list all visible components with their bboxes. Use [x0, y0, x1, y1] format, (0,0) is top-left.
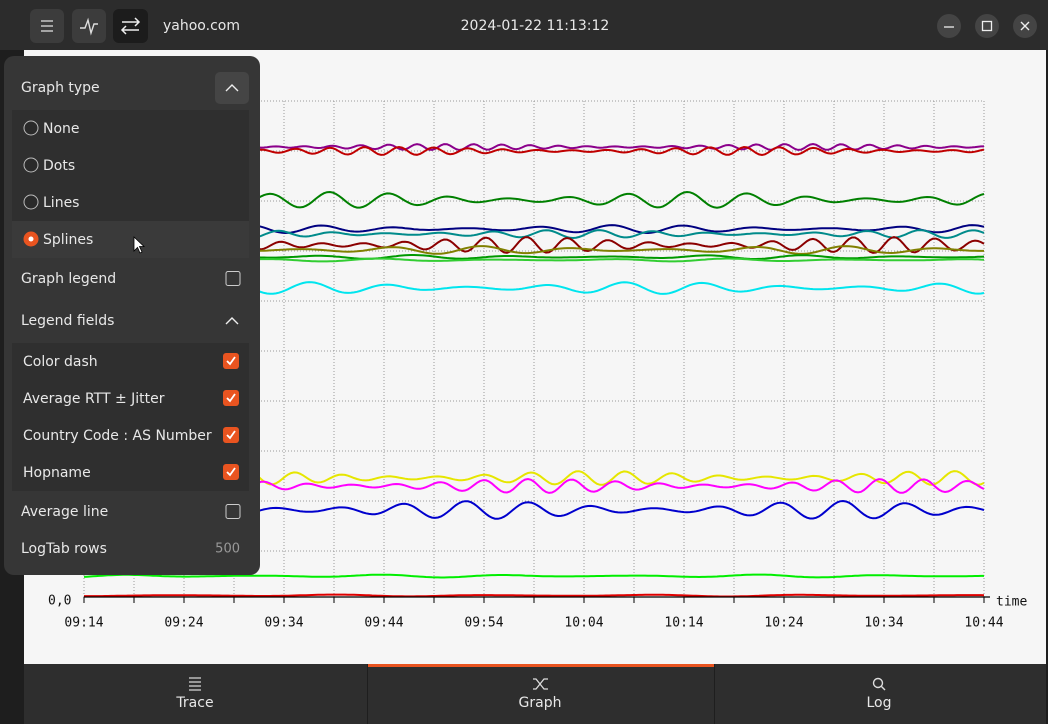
- header-bar: [0, 0, 1048, 50]
- x-tick-label: 10:34: [864, 616, 903, 631]
- x-tick-label: 09:24: [164, 616, 203, 631]
- checkbox[interactable]: [223, 353, 239, 369]
- check-mark: [226, 393, 236, 403]
- mouse-cursor: [133, 236, 146, 254]
- chevron-up: [225, 84, 239, 92]
- radio-label: Lines: [43, 195, 79, 211]
- checkbox-options: Color dash Average RTT ± Jitter Country Co…: [23, 353, 239, 481]
- checkbox-label: Country Code : AS Number: [23, 428, 212, 444]
- trace-icon: [189, 677, 201, 691]
- tab-log[interactable]: Log: [866, 695, 891, 711]
- graph-legend-checkbox[interactable]: [225, 271, 241, 286]
- maximize-button[interactable]: [975, 14, 999, 38]
- x-tick-label: 10:24: [764, 616, 803, 631]
- legend-fields-list: [12, 343, 249, 491]
- x-tick-label: 10:04: [564, 616, 603, 631]
- x-tick-label: 10:14: [664, 616, 703, 631]
- radio-button[interactable]: [23, 157, 39, 173]
- maximize-icon: [981, 20, 993, 32]
- x-tick-label: 09:14: [64, 616, 103, 631]
- tab-bar: [24, 664, 1046, 724]
- check-mark: [226, 430, 236, 440]
- checkbox-label: Average RTT ± Jitter: [23, 391, 165, 407]
- graph-type-title: Graph type: [21, 80, 100, 96]
- menu-icon: [41, 20, 53, 32]
- check-mark: [226, 467, 236, 477]
- chevron-up[interactable]: [225, 317, 239, 325]
- average-line-checkbox[interactable]: [225, 504, 241, 519]
- settings-button[interactable]: [113, 9, 148, 43]
- checkbox-label: Color dash: [23, 354, 98, 370]
- radio-label: None: [43, 121, 80, 137]
- tab-trace[interactable]: Trace: [175, 695, 213, 711]
- settings-icon: [120, 17, 141, 35]
- graph-tab-icon: [533, 678, 548, 690]
- radio-button[interactable]: [23, 120, 39, 136]
- average-line-label: Average line: [21, 504, 108, 520]
- y-axis-label: 0,0: [48, 594, 71, 609]
- x-tick-label: 10:44: [964, 616, 1003, 631]
- checkbox[interactable]: [223, 390, 239, 406]
- trace-line: [84, 593, 985, 598]
- radio-options: None Dots Lines Splines: [23, 120, 93, 248]
- radio-button[interactable]: [23, 194, 39, 210]
- logtab-rows-label: LogTab rows: [21, 541, 107, 557]
- close-icon: [1020, 21, 1030, 31]
- check-mark: [226, 356, 236, 366]
- checkbox-label: Hopname: [23, 465, 91, 481]
- collapse-button[interactable]: [215, 72, 249, 104]
- checkbox[interactable]: [223, 464, 239, 480]
- x-tick-label: 09:44: [364, 616, 403, 631]
- logtab-rows-value[interactable]: 500: [215, 542, 240, 557]
- minimize-button[interactable]: [937, 14, 961, 38]
- x-axis-label: time: [996, 595, 1027, 610]
- x-tick-label: 09:54: [464, 616, 503, 631]
- tab-graph[interactable]: Graph: [519, 695, 562, 711]
- x-tick-label: 09:34: [264, 616, 303, 631]
- radio-label: Dots: [43, 158, 75, 174]
- radio-label: Splines: [43, 232, 93, 248]
- radio-dot: [28, 236, 34, 242]
- active-tab-indicator: [368, 664, 714, 667]
- host: yahoo.com: [163, 18, 240, 34]
- graph-legend-label: Graph legend: [21, 271, 116, 287]
- datetime: 2024-01-22 11:13:12: [461, 18, 610, 34]
- trace-line: [83, 573, 984, 579]
- graph-icon: [80, 17, 98, 36]
- hover-row: [12, 221, 249, 258]
- legend-fields-title: Legend fields: [21, 313, 114, 329]
- x-tick-labels: 09:14 09:24 09:34 09:44 09:54 10:04 10:14 10:24…: [64, 616, 1003, 631]
- checkbox[interactable]: [223, 427, 239, 443]
- log-icon: [872, 677, 886, 691]
